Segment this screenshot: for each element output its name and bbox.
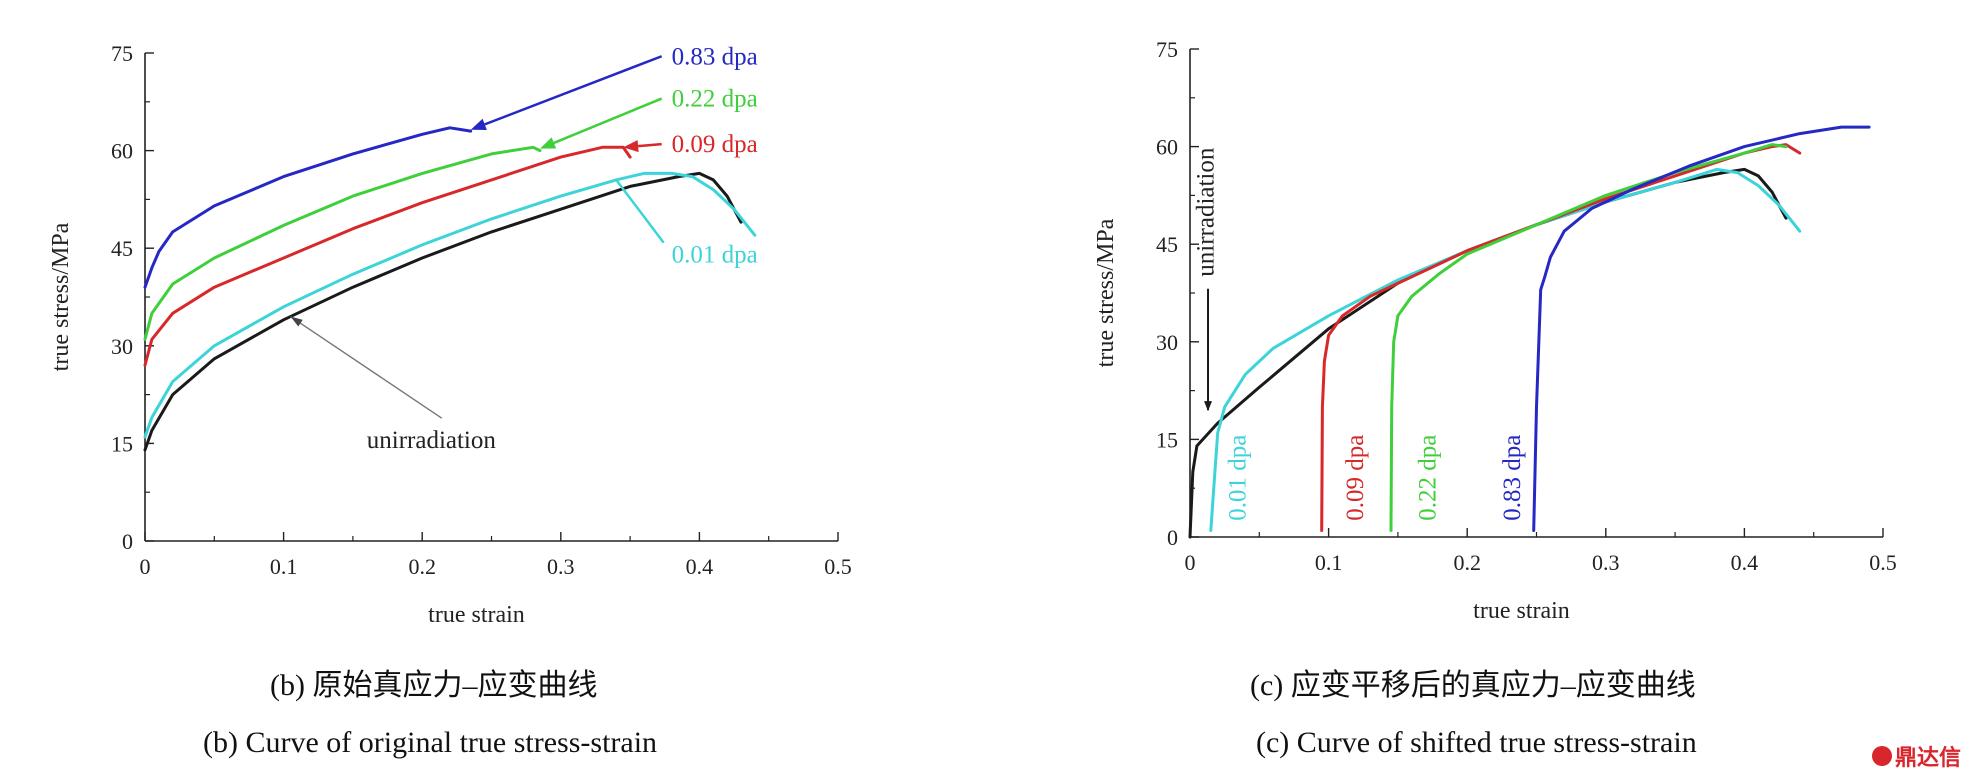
- series-line-0-09-dpa: [143, 145, 632, 367]
- x-tick-label: 0: [140, 554, 151, 579]
- y-tick-label: 60: [111, 139, 133, 164]
- annotation-0-83-dpa-arrowhead: [470, 118, 487, 130]
- x-tick-label: 0.3: [1592, 550, 1620, 575]
- annotation-unirradiation-arrowhead: [290, 316, 303, 327]
- watermark: 鼎达信: [1872, 740, 1961, 772]
- annotation-0-09-dpa-arrowhead: [623, 140, 639, 153]
- y-tick-label: 0: [122, 529, 133, 554]
- series-line-0-22-dpa: [1389, 143, 1788, 532]
- x-tick-label: 0.4: [686, 554, 714, 579]
- y-axis-title: true stress/MPa: [1093, 218, 1119, 367]
- y-tick-label: 30: [1156, 330, 1178, 355]
- series-line-0-22-dpa: [143, 145, 542, 341]
- y-tick-label: 15: [111, 431, 133, 456]
- annotation-0-83-dpa-label: 0.83 dpa: [1499, 435, 1526, 521]
- series-line-0-01-dpa: [143, 171, 757, 439]
- chart-panel-b: 0 0.1 0.2 0.3 0.4 0.5 0 15 30 45 60 75 true strain tr…: [48, 41, 852, 628]
- annotation-0-22-dpa-label: 0.22 dpa: [672, 86, 758, 113]
- y-tick-label: 75: [111, 41, 133, 66]
- caption-c-english: (c) Curve of shifted true stress-strain: [1256, 726, 1697, 759]
- series-line-unirradiation: [143, 171, 743, 452]
- y-tick-label: 45: [1156, 232, 1178, 257]
- annotation-unirradiation-label: unirradiation: [1193, 147, 1220, 277]
- x-tick-label: 0.5: [824, 554, 852, 579]
- x-tick-label: 0.3: [547, 554, 575, 579]
- series-line-0-83-dpa: [143, 126, 473, 289]
- chart-panel-c: 0 0.1 0.2 0.3 0.4 0.5 0 15 30 45 60 75 true strain tr…: [1093, 37, 1897, 624]
- annotation-0-01-dpa-pointer: [615, 179, 665, 244]
- x-tick-label: 0.1: [1315, 550, 1343, 575]
- series-line-0-83-dpa: [1532, 125, 1871, 532]
- x-tick-label: 0.2: [408, 554, 436, 579]
- watermark-text: 鼎达信: [1895, 746, 1962, 771]
- y-tick-label: 75: [1156, 37, 1178, 62]
- annotation-0-09-dpa-arrow: [638, 142, 662, 148]
- caption-c-chinese: (c) 应变平移后的真应力–应变曲线: [1250, 669, 1696, 702]
- annotation-0-01-dpa-label: 0.01 dpa: [672, 242, 758, 269]
- annotation-0-83-dpa-arrow: [484, 55, 663, 126]
- x-tick-label: 0.2: [1453, 550, 1481, 575]
- y-tick-label: 45: [111, 236, 133, 261]
- x-tick-label: 0: [1185, 550, 1196, 575]
- x-axis-title: true strain: [1473, 598, 1570, 624]
- x-tick-label: 0.5: [1869, 550, 1897, 575]
- series-line-unirradiation: [1188, 167, 1788, 539]
- annotation-0-09-dpa-label: 0.09 dpa: [672, 131, 758, 158]
- annotation-0-01-dpa-label: 0.01 dpa: [1224, 435, 1251, 521]
- logo-circle-icon: [1872, 746, 1892, 766]
- x-tick-label: 0.4: [1731, 550, 1759, 575]
- annotation-0-22-dpa-label: 0.22 dpa: [1414, 435, 1441, 521]
- y-tick-label: 15: [1156, 427, 1178, 452]
- y-tick-label: 0: [1167, 525, 1178, 550]
- x-tick-label: 0.1: [270, 554, 298, 579]
- caption-b-english: (b) Curve of original true stress-strain: [203, 726, 658, 759]
- annotation-0-83-dpa-label: 0.83 dpa: [672, 43, 758, 70]
- annotation-0-09-dpa-label: 0.09 dpa: [1342, 435, 1369, 521]
- caption-b-chinese: (b) 原始真应力–应变曲线: [270, 669, 598, 702]
- y-tick-label: 30: [111, 334, 133, 359]
- y-axis-title: true stress/MPa: [48, 222, 74, 371]
- annotation-unirradiation-label: unirradiation: [367, 427, 497, 454]
- annotation-0-22-dpa-arrow: [553, 97, 663, 145]
- y-tick-label: 60: [1156, 135, 1178, 160]
- annotation-0-22-dpa-arrowhead: [540, 137, 557, 149]
- annotation-unirradiation-arrow: [290, 315, 443, 419]
- x-axis-title: true strain: [428, 602, 525, 628]
